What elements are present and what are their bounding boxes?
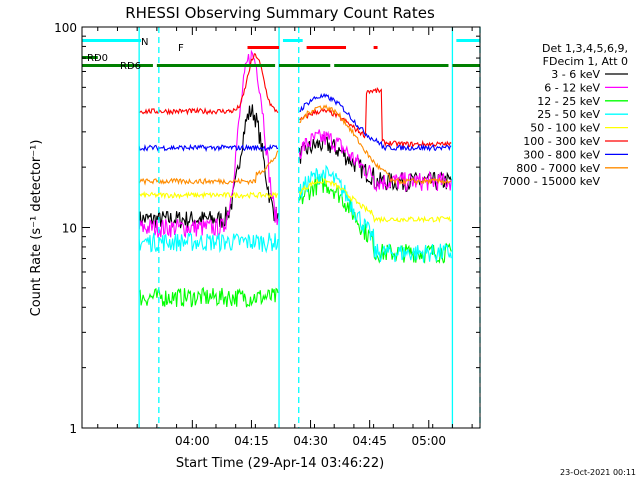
series-line-1-seg-1 <box>298 129 452 193</box>
flag-bar-0-seg-2 <box>456 39 480 42</box>
chart-title: RHESSI Observing Summary Count Rates <box>125 4 435 22</box>
timestamp: 23-Oct-2021 00:11 <box>560 468 636 477</box>
legend-entry-2: 12 - 25 keV <box>537 95 600 108</box>
legend-entry-0: 3 - 6 keV <box>551 68 600 81</box>
legend-entry-8: 7000 - 15000 keV <box>502 175 600 188</box>
flag-bar-1-seg-1 <box>306 46 347 49</box>
y-axis-label: Count Rate (s⁻¹ detector⁻¹) <box>29 140 44 317</box>
series-layer <box>138 49 452 308</box>
y-tick-label-0: 1 <box>69 422 77 436</box>
flag-bar-3-seg-0 <box>82 64 153 67</box>
series-line-5-seg-1 <box>299 87 452 149</box>
legend-entry-6: 300 - 800 keV <box>523 148 600 161</box>
x-tick-label-4: 05:00 <box>411 434 446 448</box>
x-tick-label-2: 04:30 <box>293 434 328 448</box>
x-tick-label-3: 04:45 <box>352 434 387 448</box>
series-line-7-seg-1 <box>299 104 452 186</box>
flag-bars: N F RD0 RD6 <box>82 37 480 72</box>
legend-header-0: Det 1,3,4,5,6,9, <box>542 42 628 55</box>
flag-bar-3-seg-2 <box>279 64 331 67</box>
series-line-3-seg-1 <box>298 164 452 263</box>
x-axis-label: Start Time (29-Apr-14 03:46:22) <box>176 456 384 471</box>
flag-bar-3-seg-3 <box>334 64 449 67</box>
series-line-5-seg-0 <box>138 53 279 116</box>
y-tick-label-2: 100 <box>54 21 77 35</box>
series-line-7-seg-0 <box>138 150 279 186</box>
flag-label-3: RD6 <box>120 61 141 72</box>
flag-label-2: RD0 <box>87 53 108 64</box>
legend-entry-5: 100 - 300 keV <box>523 135 600 148</box>
legend-header-1: FDecim 1, Att 0 <box>543 55 628 68</box>
flag-label-0: N <box>141 37 148 48</box>
flag-bar-3-seg-1 <box>156 64 276 67</box>
flag-bar-0-seg-0 <box>82 39 142 42</box>
series-line-1-seg-0 <box>138 49 279 239</box>
series-line-6-seg-1 <box>299 92 452 152</box>
flag-label-1: F <box>178 43 184 54</box>
legend-entry-4: 50 - 100 keV <box>530 122 600 135</box>
series-line-3-seg-0 <box>138 232 279 254</box>
legend-entry-1: 6 - 12 keV <box>544 81 600 94</box>
series-line-6-seg-0 <box>138 143 279 153</box>
flag-bar-2-seg-0 <box>82 56 98 59</box>
x-tick-label-1: 04:15 <box>234 434 269 448</box>
flag-bar-1-seg-0 <box>247 46 280 49</box>
legend-entry-3: 25 - 50 keV <box>537 108 600 121</box>
x-tick-label-0: 04:00 <box>175 434 210 448</box>
series-line-4-seg-0 <box>138 190 279 200</box>
flag-bar-1-seg-2 <box>373 46 378 49</box>
flag-bar-0-seg-1 <box>282 39 303 42</box>
flag-bar-3-seg-4 <box>452 64 480 67</box>
plot-background <box>82 27 480 428</box>
y-tick-label-1: 10 <box>62 222 77 236</box>
series-line-2-seg-0 <box>138 286 279 308</box>
series-line-4-seg-1 <box>298 178 452 224</box>
legend: Det 1,3,4,5,6,9,FDecim 1, Att 03 - 6 keV… <box>502 42 628 188</box>
legend-entry-7: 800 - 7000 keV <box>516 162 600 175</box>
series-line-0-seg-0 <box>138 104 279 230</box>
plot-area <box>82 27 480 428</box>
axes: 04:00 04:15 04:30 04:45 05:00 1 10 100 <box>54 21 481 448</box>
